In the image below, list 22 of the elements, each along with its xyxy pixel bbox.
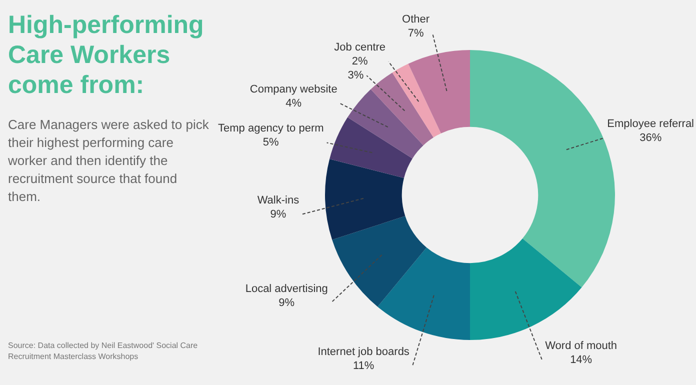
data-label: 9% [270,208,286,220]
data-label: 5% [262,136,280,149]
data-label: 9% [278,296,295,309]
data-label: 11% [352,360,374,372]
text: High-performing Care Workers come from: [8,10,205,100]
slice-label: Company website [250,84,338,96]
data-label: 7% [408,28,424,40]
slice-label: Temp agency to perm [218,122,324,135]
data-label: 4% [286,98,302,110]
slice-label: Walk-ins [257,194,300,206]
slice-label: Job centre [334,42,386,54]
data-label: 14% [570,354,592,366]
slice-label: Other [402,14,430,26]
data-label: 2% [352,56,368,68]
slice-label: Word of mouth [545,340,618,352]
slice-label: Employee referral [607,118,694,130]
slice-label: Internet job boards [318,346,410,358]
slice-label: Local advertising [245,282,328,295]
text: Care Managers were asked to pick their highest performing care worker and then identify the recruitment source that found them. [8,116,210,206]
source-note: Source: Data collected by Neil Eastwood' Social Care Recruitment Masterclass Workshops [8,340,199,362]
data-label: 3% [348,70,364,82]
data-label: 36% [640,132,662,144]
